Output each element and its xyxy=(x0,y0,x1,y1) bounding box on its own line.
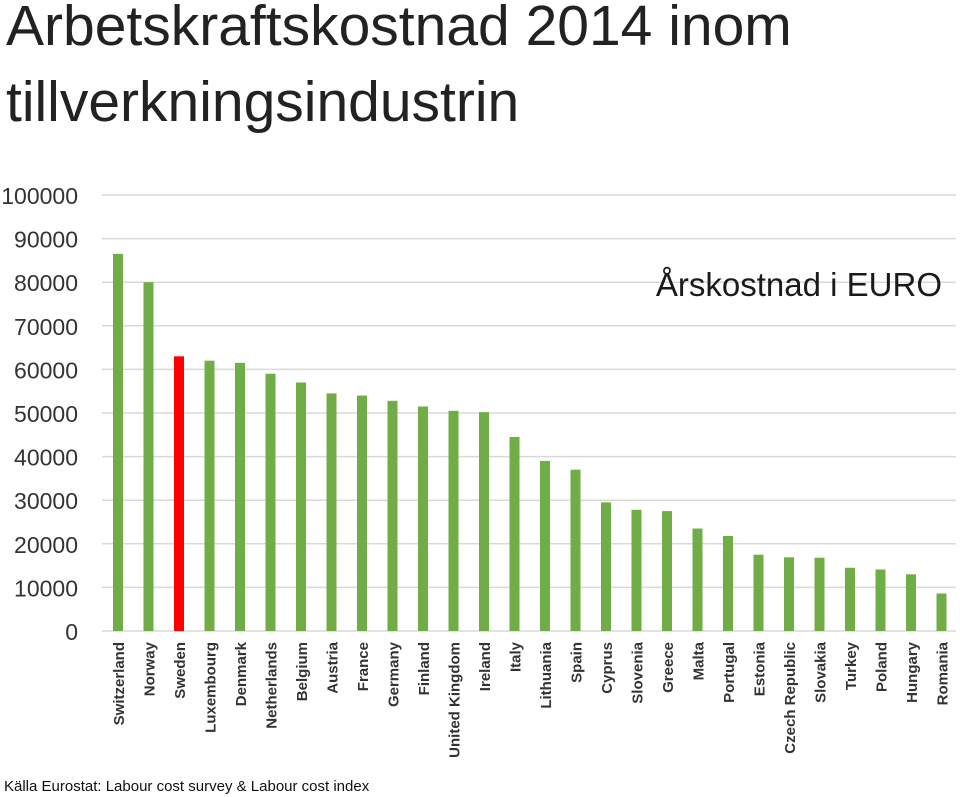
bar-norway xyxy=(143,282,154,631)
x-tick-label: Romania xyxy=(935,641,952,705)
source-note: Källa Eurostat: Labour cost survey & Lab… xyxy=(4,778,370,795)
chart-title-line-1: Arbetskraftskostnad 2014 inom xyxy=(6,0,792,58)
bar-slovenia xyxy=(631,509,642,631)
y-tick-label: 30000 xyxy=(14,488,78,514)
bar-germany xyxy=(387,400,398,631)
y-tick-label: 90000 xyxy=(14,227,78,253)
bar-netherlands xyxy=(265,373,276,631)
bar-romania xyxy=(936,593,947,631)
y-tick-label: 10000 xyxy=(14,575,78,601)
bar-cyprus xyxy=(601,502,611,631)
x-axis-tick-labels: Switzerland Norway Sweden Luxembourg Denmark… xyxy=(111,641,952,757)
bar-chart: 0 10000 20000 30000 40000 50000 60000 70000 8000… xyxy=(1,183,956,758)
gridlines xyxy=(102,194,956,632)
bar-finland xyxy=(418,406,428,631)
bar-denmark xyxy=(235,362,245,631)
bar-portugal xyxy=(723,535,733,631)
unit-annotation: Årskostnad i EURO xyxy=(656,266,942,303)
x-tick-label: Estonia xyxy=(752,641,769,696)
chart-title: Arbetskraftskostnad 2014 inom tillverkni… xyxy=(6,0,946,140)
bar-belgium xyxy=(296,382,306,631)
x-tick-label: Poland xyxy=(874,642,891,692)
chart-title-line-2: tillverkningsindustrin xyxy=(6,70,520,134)
y-tick-label: 80000 xyxy=(14,270,78,296)
bar-czech-republic xyxy=(784,557,794,631)
x-tick-label: Sweden xyxy=(172,642,189,699)
x-tick-label: Czech Republic xyxy=(782,642,799,754)
x-tick-label: Denmark xyxy=(233,641,250,706)
bar-malta xyxy=(692,528,703,631)
x-tick-label: Austria xyxy=(325,641,342,693)
x-tick-label: Italy xyxy=(508,641,525,672)
x-tick-label: Malta xyxy=(691,641,708,680)
y-axis-tick-labels: 0 10000 20000 30000 40000 50000 60000 70000 8000… xyxy=(1,183,78,645)
x-tick-label: Luxembourg xyxy=(203,642,220,733)
x-tick-label: France xyxy=(355,642,372,691)
x-tick-label: Turkey xyxy=(843,641,860,690)
y-tick-label: 40000 xyxy=(14,445,78,471)
x-tick-label: Slovakia xyxy=(813,641,830,703)
x-tick-label: Spain xyxy=(569,642,586,683)
bar-austria xyxy=(326,393,337,631)
bar-greece xyxy=(662,511,672,631)
y-tick-label: 20000 xyxy=(14,532,78,558)
x-tick-label: Cyprus xyxy=(599,642,616,694)
x-tick-label: United Kingdom xyxy=(447,642,464,758)
bar-united-kingdom xyxy=(448,410,459,631)
bar-luxembourg xyxy=(204,360,215,631)
x-tick-label: Hungary xyxy=(904,641,921,703)
y-tick-label: 100000 xyxy=(1,183,78,209)
x-tick-label: Belgium xyxy=(294,642,311,701)
x-tick-label: Portugal xyxy=(721,642,738,703)
bar-hungary xyxy=(906,574,916,631)
bar-france xyxy=(357,395,367,631)
bar-slovakia xyxy=(814,557,825,631)
bar-turkey xyxy=(845,567,855,631)
x-tick-label: Greece xyxy=(660,642,677,693)
x-tick-label: Switzerland xyxy=(111,642,128,725)
y-tick-label: 50000 xyxy=(14,401,78,427)
bar-ireland xyxy=(479,412,489,631)
bars xyxy=(113,253,947,632)
bar-italy xyxy=(509,436,520,631)
bar-sweden xyxy=(174,356,184,631)
x-tick-label: Finland xyxy=(416,642,433,695)
x-tick-label: Ireland xyxy=(477,642,494,691)
y-tick-label: 60000 xyxy=(14,357,78,383)
bar-poland xyxy=(875,569,886,631)
bar-lithuania xyxy=(540,460,550,631)
x-tick-label: Norway xyxy=(142,641,159,696)
y-tick-label: 70000 xyxy=(14,314,78,340)
bar-switzerland xyxy=(113,253,123,632)
bar-estonia xyxy=(753,554,764,631)
x-tick-label: Germany xyxy=(386,641,403,707)
x-tick-label: Lithuania xyxy=(538,641,555,708)
x-tick-label: Netherlands xyxy=(264,642,281,729)
bar-spain xyxy=(570,469,581,631)
x-tick-label: Slovenia xyxy=(630,641,647,703)
y-tick-label: 0 xyxy=(65,619,78,645)
